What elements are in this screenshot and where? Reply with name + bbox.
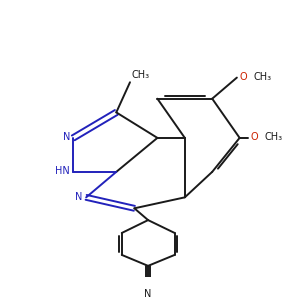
Text: N: N — [76, 192, 83, 202]
Text: O: O — [240, 72, 247, 82]
Text: HN: HN — [55, 166, 70, 176]
Text: CH₃: CH₃ — [265, 132, 283, 142]
Text: N: N — [144, 289, 152, 299]
Text: O: O — [250, 132, 258, 142]
Text: CH₃: CH₃ — [131, 70, 149, 80]
Text: N: N — [63, 132, 70, 142]
Text: CH₃: CH₃ — [254, 72, 272, 82]
